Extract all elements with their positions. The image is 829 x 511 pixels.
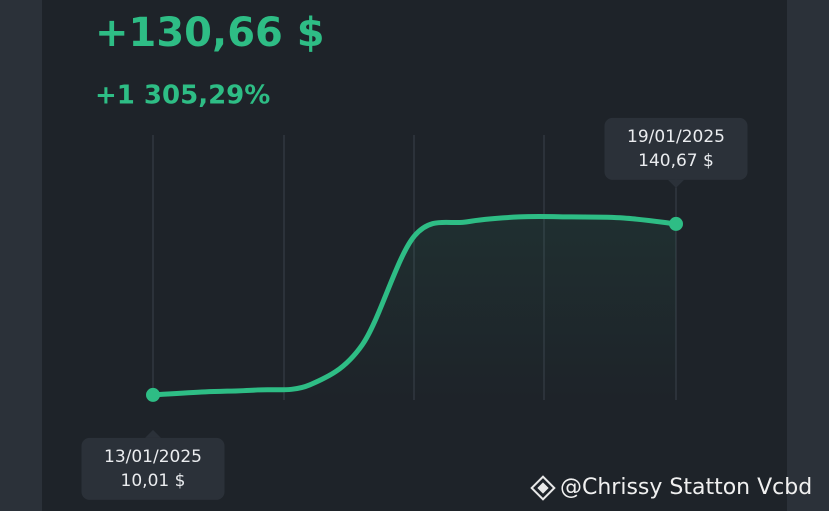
tooltip-value: 10,01 $ — [121, 471, 186, 491]
area — [153, 216, 676, 400]
tooltip-pointer — [145, 429, 161, 438]
tooltip-date: 19/01/2025 — [627, 127, 725, 147]
end-dot — [146, 387, 160, 402]
tooltip-value: 140,67 $ — [638, 151, 714, 171]
tooltip: 13/01/2025 10,01 $ — [81, 429, 225, 500]
tooltip-date: 13/01/2025 — [104, 447, 202, 467]
end-dot — [669, 216, 683, 231]
tooltip-pointer — [668, 179, 684, 188]
watermark: @Chrissy Statton Vcbd — [530, 475, 812, 501]
headline-percent: +1 305,29% — [95, 81, 270, 111]
headline-profit: +130,66 $ — [95, 10, 325, 56]
tooltip-box — [604, 117, 748, 180]
price-line — [150, 214, 679, 398]
tooltip-box — [81, 437, 225, 500]
watermark-text: @Chrissy Statton Vcbd — [560, 475, 812, 500]
tooltip: 19/01/2025 140,67 $ — [604, 117, 748, 188]
